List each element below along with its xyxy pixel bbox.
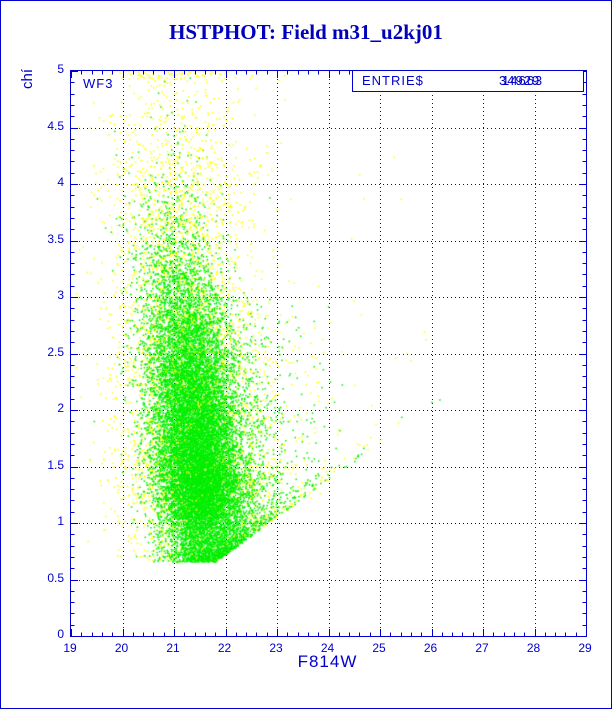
scatter-points — [71, 71, 586, 636]
x-axis-label: F814W — [297, 652, 358, 671]
y-tick-label: 2 — [57, 401, 64, 415]
y-tick-label: 0.5 — [47, 570, 64, 585]
entries-value: 14663 — [502, 73, 544, 88]
y-tick-label: 4 — [57, 175, 64, 189]
x-tick-label: 23 — [269, 641, 283, 655]
y-tick-label: 5 — [57, 62, 64, 76]
x-tick-label: 28 — [526, 641, 541, 655]
axis-ticks — [71, 71, 586, 636]
x-tick-label: 26 — [423, 641, 438, 655]
x-tick-label: 21 — [166, 641, 180, 655]
x-tick-label: 20 — [114, 641, 129, 655]
y-tick-label: 3 — [57, 288, 64, 302]
x-tick-label: 27 — [475, 641, 489, 655]
chip-label: WF3 — [83, 76, 114, 91]
entries-value: 34929 — [499, 73, 541, 88]
y-tick-label: 2.5 — [47, 344, 64, 359]
y-tick-label: 1.5 — [47, 457, 64, 472]
plot-area: WF3 ENTRIE$ 34929 14663 — [70, 70, 587, 637]
y-tick-label: 0 — [57, 627, 64, 641]
x-tick-label: 29 — [578, 641, 592, 655]
y-tick-label: 4.5 — [47, 118, 64, 133]
entries-box: ENTRIE$ 34929 14663 — [352, 70, 584, 92]
x-tick-label: 25 — [372, 641, 386, 655]
x-tick-label: 19 — [63, 641, 77, 655]
x-tick-label: 24 — [320, 641, 335, 655]
y-tick-label: 1 — [57, 514, 64, 528]
entries-label: ENTRIE$ — [362, 73, 424, 88]
x-tick-label: 22 — [217, 641, 232, 655]
y-tick-label: 3.5 — [47, 231, 64, 246]
page-title: HSTPHOT: Field m31_u2kj01 — [169, 20, 443, 44]
